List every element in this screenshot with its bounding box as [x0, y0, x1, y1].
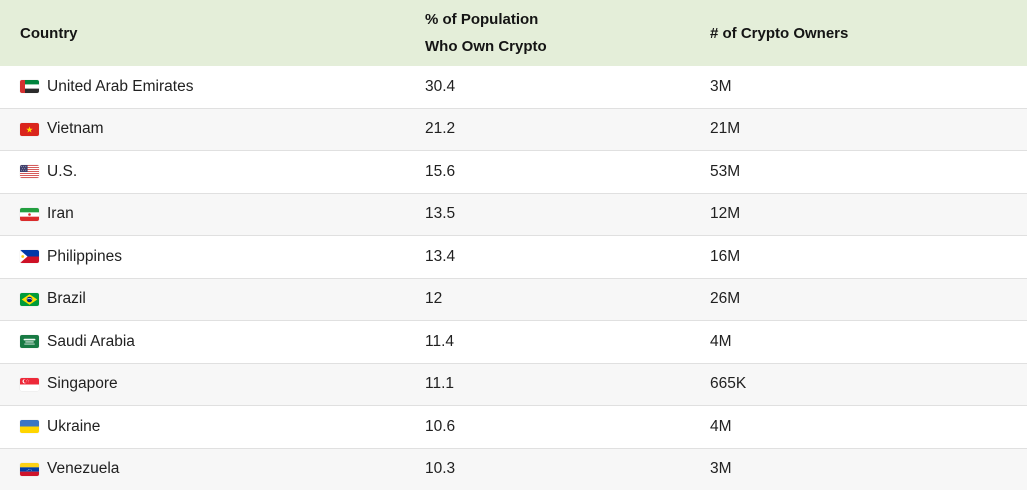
column-header-country: Country — [20, 24, 78, 42]
country-name: Iran — [47, 205, 74, 223]
percent-owned-value: 15.6 — [425, 162, 456, 180]
crypto-owners-count: 3M — [710, 77, 732, 95]
flag-icon-br — [20, 292, 39, 306]
table-row: Venezuela 10.3 3M — [0, 447, 1027, 490]
percent-owned-value: 10.3 — [425, 460, 456, 478]
column-header-crypto-owners: # of Crypto Owners — [710, 24, 849, 42]
table-row: United Arab Emirates 30.4 3M — [0, 66, 1027, 108]
flag-icon-sg — [20, 377, 39, 391]
percent-owned-value: 11.4 — [425, 332, 455, 350]
country-name: U.S. — [47, 162, 78, 180]
country-cell: Vietnam — [0, 120, 425, 138]
crypto-owners-count: 53M — [710, 162, 741, 180]
flag-icon-ir — [20, 207, 39, 221]
country-cell: Iran — [0, 205, 425, 223]
crypto-owners-count: 16M — [710, 247, 741, 265]
column-header-percent-population: % of Population Who Own Crypto — [425, 6, 710, 60]
country-cell: Saudi Arabia — [0, 333, 425, 351]
country-name: Philippines — [47, 247, 122, 265]
country-cell: Ukraine — [0, 418, 425, 436]
percent-owned-value: 11.1 — [425, 375, 455, 393]
flag-icon-ve — [20, 462, 39, 476]
country-cell: Venezuela — [0, 460, 425, 478]
country-name: Vietnam — [47, 120, 104, 138]
crypto-owners-count: 26M — [710, 290, 741, 308]
country-name: Venezuela — [47, 460, 120, 478]
table-row: Iran 13.5 12M — [0, 192, 1027, 235]
table-header-row: Country % of Population Who Own Crypto #… — [0, 0, 1027, 66]
crypto-owners-count: 4M — [710, 417, 732, 435]
crypto-owners-count: 12M — [710, 205, 741, 223]
country-cell: Singapore — [0, 375, 425, 393]
crypto-owners-count: 4M — [710, 332, 732, 350]
percent-owned-value: 21.2 — [425, 120, 456, 138]
column-header-percent-line1: % of Population — [425, 11, 539, 28]
country-name: Singapore — [47, 375, 118, 393]
percent-owned-value: 10.6 — [425, 417, 456, 435]
country-name: United Arab Emirates — [47, 77, 194, 95]
table-row: Philippines 13.4 16M — [0, 235, 1027, 278]
table-row: Saudi Arabia 11.4 4M — [0, 320, 1027, 363]
percent-owned-value: 12 — [425, 290, 443, 308]
country-cell: Brazil — [0, 290, 425, 308]
flag-icon-us — [20, 165, 39, 179]
percent-owned-value: 13.4 — [425, 247, 456, 265]
country-cell: U.S. — [0, 163, 425, 181]
flag-icon-ae — [20, 80, 39, 94]
crypto-owners-count: 665K — [710, 375, 747, 393]
table-row: Singapore 11.1 665K — [0, 362, 1027, 405]
flag-icon-vn — [20, 122, 39, 136]
table-row: U.S. 15.6 53M — [0, 150, 1027, 193]
table-row: Vietnam 21.2 21M — [0, 107, 1027, 150]
country-cell: Philippines — [0, 248, 425, 266]
flag-icon-ua — [20, 420, 39, 434]
column-header-percent-line2: Who Own Crypto — [425, 38, 547, 55]
crypto-owners-count: 3M — [710, 460, 732, 478]
country-name: Saudi Arabia — [47, 332, 135, 350]
table-row: Ukraine 10.6 4M — [0, 405, 1027, 448]
table-body: United Arab Emirates 30.4 3M Vietnam 21.2 21M… — [0, 66, 1027, 490]
country-name: Ukraine — [47, 417, 101, 435]
crypto-owners-count: 21M — [710, 120, 741, 138]
percent-owned-value: 13.5 — [425, 205, 456, 223]
flag-icon-sa — [20, 335, 39, 349]
country-cell: United Arab Emirates — [0, 78, 425, 96]
table-row: Brazil 12 26M — [0, 277, 1027, 320]
flag-icon-ph — [20, 250, 39, 264]
country-name: Brazil — [47, 290, 86, 308]
percent-owned-value: 30.4 — [425, 77, 456, 95]
